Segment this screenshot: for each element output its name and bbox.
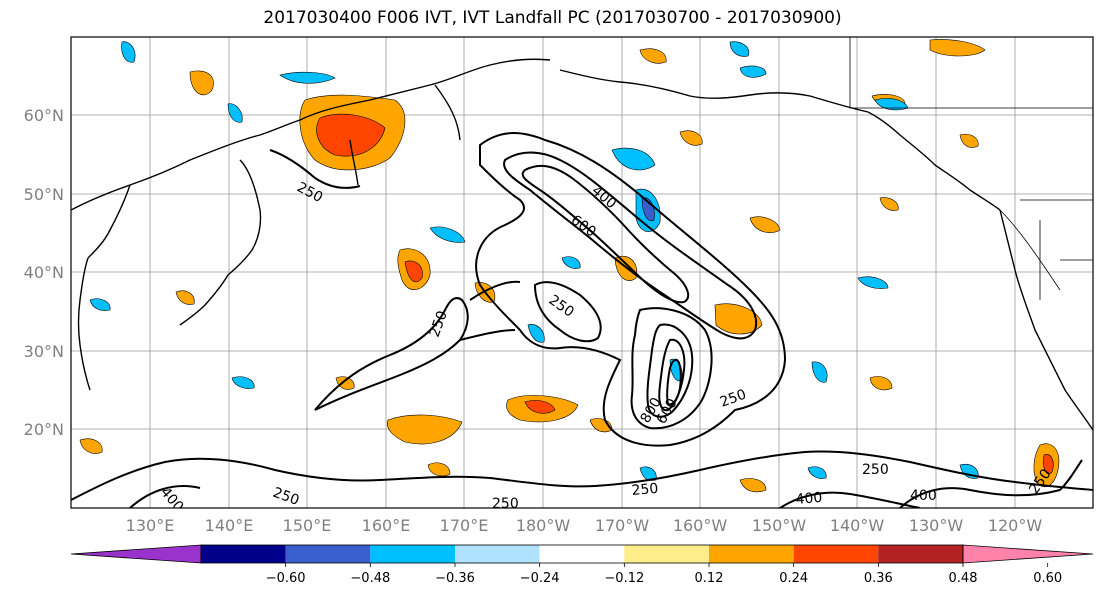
lon-label: 150°W [752, 516, 807, 535]
pc-blob-negative [611, 147, 656, 171]
colorbar-tick-label: 0.24 [779, 571, 808, 586]
colorbar-tick-label: 0.12 [695, 571, 724, 586]
pc-blob-negative [739, 65, 767, 78]
pc-blob-negative [121, 41, 136, 63]
colorbar-tick-label: 0.60 [1033, 571, 1062, 586]
colorbar-bin [539, 545, 625, 563]
pc-blob-negative [807, 466, 827, 479]
lon-label: 130°E [126, 516, 175, 535]
pc-blob-positive [749, 216, 781, 233]
pc-blob-strong-positive [524, 400, 556, 414]
map-title: 2017030400 F006 IVT, IVT Landfall PC (20… [263, 8, 842, 28]
colorbar-tick-label: −0.24 [520, 571, 560, 586]
contour-label: 400 [910, 488, 937, 504]
lon-label: 140°E [205, 516, 254, 535]
political-borders [849, 37, 1093, 300]
pc-blob-negative [729, 41, 750, 57]
contour-label: 250 [271, 485, 302, 509]
colorbar-tick-label: −0.12 [604, 571, 644, 586]
pc-blob-negative [527, 324, 545, 343]
ivt-contours [71, 132, 1093, 508]
colorbar-bin [370, 545, 455, 563]
colorbar-tick-label: −0.48 [350, 571, 390, 586]
pc-blob-negative [561, 256, 581, 269]
contour-label: 250 [631, 481, 659, 499]
coastlines [71, 58, 1093, 431]
lon-label: 170°W [595, 516, 650, 535]
lon-label: 180°W [516, 516, 571, 535]
colorbar-bin [624, 545, 709, 563]
latitude-labels: 60°N 50°N 40°N 30°N 20°N [24, 106, 64, 439]
pc-blob-positive [959, 133, 979, 148]
pc-blob-positive [639, 48, 667, 64]
pc-shading [79, 39, 1060, 493]
pc-blob-negative [89, 298, 111, 311]
lat-label: 60°N [24, 106, 64, 125]
pc-blob-positive [79, 438, 103, 454]
pc-blob-negative [227, 103, 243, 123]
pc-blob-positive [175, 290, 195, 305]
lat-label: 50°N [24, 185, 64, 204]
colorbar-tick-label: −0.36 [435, 571, 475, 586]
longitude-labels: 130°E 140°E 150°E 160°E 170°E 180°W 170°… [126, 516, 1043, 535]
pc-blob-negative [279, 71, 336, 84]
colorbar-bin [878, 545, 963, 563]
pc-blob-positive [189, 70, 214, 96]
lat-label: 30°N [24, 342, 64, 361]
pc-blob-positive [739, 478, 767, 493]
pc-blob-positive [714, 303, 763, 335]
pc-blob-positive [427, 462, 451, 477]
colorbar-bin [793, 545, 879, 563]
lon-label: 150°E [283, 516, 332, 535]
colorbar-bin [285, 545, 371, 563]
pc-blob-strong-positive [404, 260, 423, 283]
colorbar-outline [200, 544, 964, 564]
pc-blob-positive [879, 197, 899, 211]
lon-label: 120°W [988, 516, 1043, 535]
lon-label: 170°E [440, 516, 489, 535]
pc-blob-negative [857, 276, 889, 289]
contour-label: 250 [492, 496, 519, 512]
lat-label: 20°N [24, 420, 64, 439]
colorbar-extend-max [962, 544, 1094, 564]
map-frame [70, 36, 1094, 509]
pc-blob-negative [811, 361, 828, 383]
pc-blob-negative [639, 466, 657, 481]
pc-blob-positive [679, 130, 703, 146]
pc-blob-negative [231, 376, 255, 389]
lon-label: 160°E [362, 516, 411, 535]
colorbar: −0.60 −0.48 −0.36 −0.24 −0.12 0.12 0.24 0.36 0.4… [70, 544, 1094, 586]
contour-label: 250 [862, 462, 889, 478]
lon-label: 140°W [830, 516, 885, 535]
colorbar-tick-label: 0.48 [949, 571, 978, 586]
pc-blob-strong-positive [316, 113, 386, 157]
pc-blob-positive [387, 414, 463, 445]
pc-blob-positive [929, 39, 986, 57]
pc-blob-positive [869, 376, 893, 391]
colorbar-bin [709, 545, 794, 563]
colorbar-tick-label: −0.60 [266, 571, 306, 586]
pc-blob-strong-positive [1043, 454, 1054, 475]
colorbar-bin [201, 545, 286, 563]
colorbar-tick-label: 0.36 [864, 571, 893, 586]
contour-label: 400 [795, 490, 823, 508]
colorbar-extend-min [70, 544, 202, 564]
lon-label: 130°W [909, 516, 964, 535]
colorbar-bin [455, 545, 540, 563]
pc-blob-negative [429, 226, 466, 243]
lon-label: 160°W [673, 516, 728, 535]
lat-label: 40°N [24, 263, 64, 282]
